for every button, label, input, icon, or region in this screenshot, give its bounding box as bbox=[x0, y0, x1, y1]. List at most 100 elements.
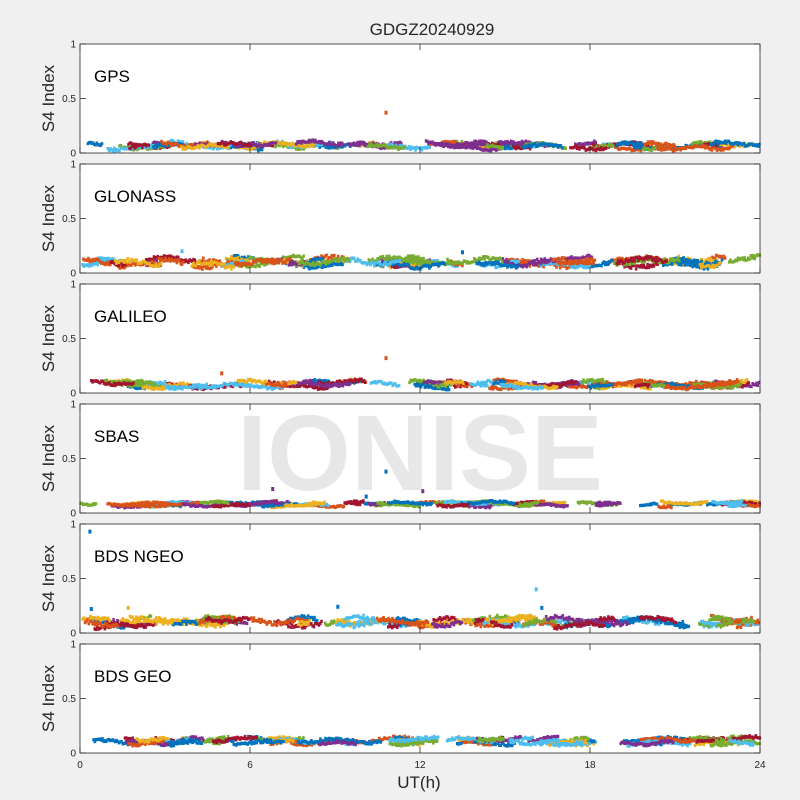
data-point bbox=[324, 264, 328, 268]
data-point bbox=[501, 257, 505, 261]
data-point bbox=[507, 264, 510, 268]
data-point bbox=[490, 256, 494, 260]
data-point bbox=[646, 262, 649, 267]
data-point bbox=[352, 256, 356, 260]
data-point bbox=[295, 260, 299, 264]
data-point bbox=[584, 257, 588, 261]
data-point bbox=[627, 142, 630, 147]
data-point bbox=[180, 384, 184, 388]
data-point bbox=[620, 259, 624, 263]
data-point bbox=[159, 262, 163, 266]
data-point bbox=[215, 264, 218, 268]
data-point bbox=[493, 262, 496, 266]
data-point bbox=[301, 143, 305, 147]
data-point bbox=[218, 144, 221, 148]
data-point bbox=[208, 263, 211, 267]
data-point bbox=[428, 260, 432, 264]
data-point bbox=[745, 258, 749, 262]
data-point bbox=[633, 263, 637, 267]
data-point bbox=[506, 146, 509, 150]
data-point bbox=[435, 262, 439, 266]
data-point bbox=[274, 141, 278, 145]
data-point bbox=[342, 256, 345, 260]
data-point bbox=[693, 259, 697, 263]
data-point bbox=[339, 256, 343, 260]
data-point bbox=[410, 260, 414, 264]
data-point bbox=[221, 141, 225, 145]
data-point bbox=[645, 266, 648, 270]
data-point bbox=[494, 265, 497, 270]
data-point bbox=[403, 145, 407, 149]
data-point bbox=[587, 256, 590, 261]
data-point bbox=[398, 258, 402, 263]
data-point bbox=[198, 259, 201, 264]
data-point bbox=[103, 263, 107, 267]
data-point bbox=[274, 145, 277, 149]
data-point bbox=[541, 258, 545, 262]
data-point bbox=[630, 149, 634, 153]
data-point bbox=[507, 260, 511, 264]
data-point bbox=[226, 259, 230, 264]
data-point bbox=[330, 254, 333, 258]
data-point bbox=[652, 257, 656, 261]
data-point bbox=[750, 384, 753, 389]
data-point bbox=[464, 140, 467, 145]
data-point bbox=[527, 140, 530, 144]
data-point bbox=[295, 262, 298, 267]
data-point bbox=[319, 263, 322, 267]
data-point bbox=[482, 145, 486, 149]
data-point bbox=[407, 145, 411, 149]
data-point bbox=[672, 382, 675, 386]
data-point bbox=[643, 256, 647, 260]
data-point bbox=[580, 258, 584, 262]
data-point bbox=[593, 139, 596, 143]
data-point bbox=[433, 381, 436, 385]
data-point bbox=[752, 253, 755, 258]
data-point bbox=[194, 264, 197, 268]
data-point bbox=[445, 388, 448, 392]
data-point bbox=[153, 264, 156, 268]
data-point bbox=[633, 148, 636, 152]
data-point bbox=[636, 141, 639, 145]
data-point bbox=[731, 144, 734, 148]
data-point bbox=[489, 149, 493, 153]
data-point bbox=[187, 260, 190, 265]
data-point bbox=[443, 139, 447, 144]
data-point bbox=[338, 143, 341, 147]
data-point bbox=[453, 260, 457, 264]
data-point bbox=[250, 264, 254, 268]
data-point bbox=[181, 260, 185, 264]
data-point bbox=[448, 141, 452, 145]
data-point bbox=[564, 146, 567, 150]
data-point bbox=[310, 143, 314, 147]
data-point bbox=[123, 263, 127, 267]
data-point bbox=[367, 143, 371, 147]
data-point bbox=[497, 258, 500, 262]
data-point bbox=[473, 257, 476, 261]
data-point bbox=[672, 143, 675, 147]
data-point bbox=[334, 262, 338, 266]
data-point bbox=[431, 260, 435, 264]
data-point bbox=[635, 256, 639, 260]
data-point bbox=[239, 262, 242, 266]
data-point bbox=[157, 264, 160, 269]
data-point bbox=[190, 264, 194, 268]
data-point bbox=[606, 262, 610, 266]
data-point bbox=[710, 265, 713, 269]
data-point bbox=[176, 255, 180, 259]
data-point bbox=[643, 260, 647, 264]
data-point bbox=[517, 263, 521, 267]
data-point bbox=[540, 260, 544, 264]
data-point bbox=[475, 146, 479, 150]
data-point bbox=[646, 146, 650, 150]
data-point bbox=[726, 144, 730, 148]
data-point bbox=[696, 142, 699, 146]
data-point bbox=[553, 263, 557, 267]
y-tick-label: 0 bbox=[70, 149, 76, 160]
data-point bbox=[96, 263, 100, 267]
data-point bbox=[718, 140, 722, 144]
data-point bbox=[656, 259, 659, 263]
data-point bbox=[427, 141, 430, 145]
panel-plot-area bbox=[80, 284, 760, 393]
